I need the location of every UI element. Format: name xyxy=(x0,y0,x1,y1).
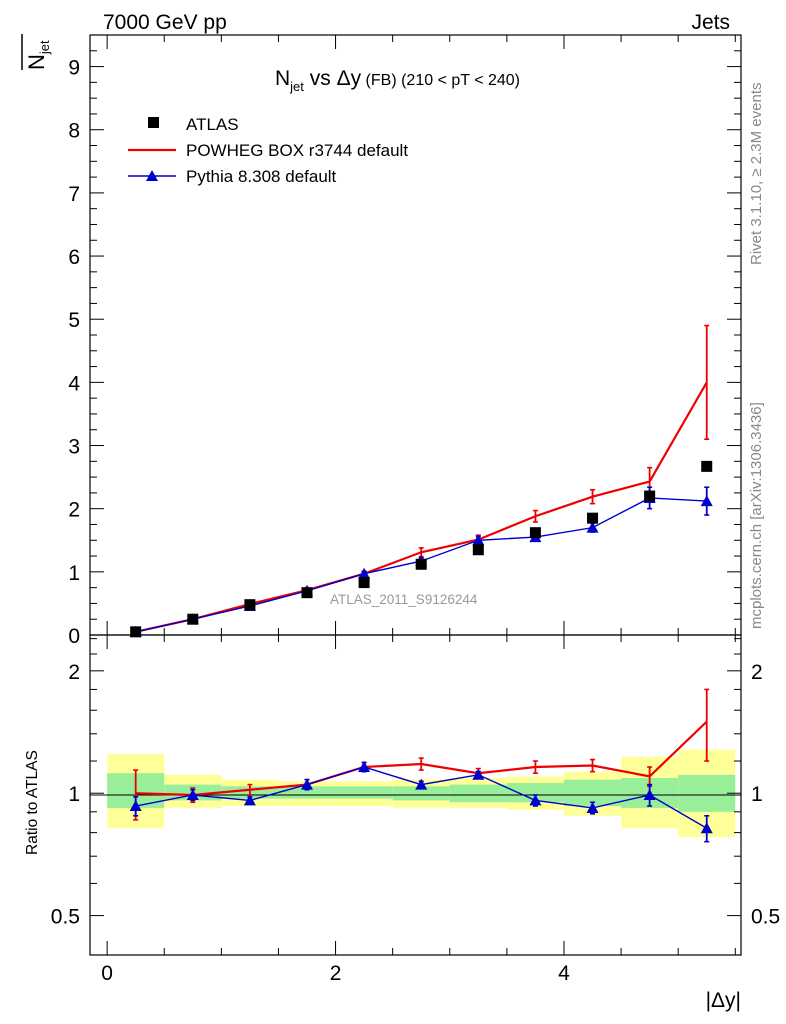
header-energy-label: 7000 GeV pp xyxy=(103,11,227,34)
x-axis-label: |Δy| xyxy=(706,989,741,1012)
atlas-point xyxy=(244,599,256,611)
pythia-point xyxy=(358,567,371,579)
ratio-y-tick-label-left: 1 xyxy=(68,783,80,806)
svg-text:Njet: Njet xyxy=(24,40,52,70)
atlas-point xyxy=(587,512,599,524)
atlas-point xyxy=(529,527,541,539)
ratio-stat-uncertainty-band xyxy=(449,784,507,803)
legend-pythia-label: Pythia 8.308 default xyxy=(186,167,337,186)
main-y-tick-label: 1 xyxy=(68,562,80,585)
main-y-tick-label: 3 xyxy=(68,436,80,459)
main-y-tick-label: 9 xyxy=(68,57,80,80)
header-jets-label: Jets xyxy=(691,11,730,34)
x-tick-label: 2 xyxy=(330,962,342,985)
pythia-point xyxy=(586,521,599,533)
ratio-pythia-point xyxy=(358,761,371,773)
ratio-y-tick-label-right: 2 xyxy=(751,661,763,684)
atlas-point xyxy=(187,613,199,625)
atlas-point xyxy=(644,490,656,502)
ratio-stat-uncertainty-band xyxy=(678,774,736,812)
ratio-y-tick-label-left: 0.5 xyxy=(51,906,80,929)
main-y-tick-label: 5 xyxy=(68,309,80,332)
main-panel: 0 1 2 3 4 5 6 7 8 9 Njet Njet vs Δy (FB) (210 < p… xyxy=(21,34,742,648)
legend-atlas-marker xyxy=(148,117,159,128)
ratio-stat-uncertainty-band xyxy=(392,786,450,801)
ratio-pythia-point xyxy=(700,822,713,834)
ylabel-sub: jet xyxy=(37,40,52,55)
main-y-tick-label: 2 xyxy=(68,499,80,522)
pythia-point xyxy=(700,495,713,507)
rivet-version-note: Rivet 3.1.10, ≥ 2.3M events xyxy=(748,83,765,266)
atlas-point xyxy=(301,587,313,599)
ratio-pythia-point xyxy=(243,794,256,806)
ratio-y-tick-label-left: 2 xyxy=(68,661,80,684)
ratio-pythia-point xyxy=(586,801,599,813)
main-y-tick-label: 6 xyxy=(68,246,80,269)
x-tick-label: 4 xyxy=(558,962,570,985)
ratio-y-tick-label-right: 0.5 xyxy=(751,906,780,929)
ratio-axis-ticks xyxy=(90,635,741,956)
main-series-layer xyxy=(129,324,713,638)
ratio-panel: 0.5 0.5 1 1 2 2 0 2 4 Ratio to ATLAS |Δy| xyxy=(24,634,780,1012)
atlas-point xyxy=(358,577,370,589)
legend: ATLAS POWHEG BOX r3744 default Pythia 8.… xyxy=(128,115,408,186)
ratio-pythia-point xyxy=(186,788,199,800)
legend-atlas-label: ATLAS xyxy=(186,115,239,134)
main-y-tick-label: 7 xyxy=(68,183,80,206)
legend-powheg-label: POWHEG BOX r3744 default xyxy=(186,141,408,160)
legend-pythia-marker xyxy=(146,170,158,181)
main-y-axis-label: Njet xyxy=(21,34,52,70)
ratio-series-layer xyxy=(129,688,713,843)
ratio-pythia-point xyxy=(301,778,313,790)
atlas-point xyxy=(472,544,484,556)
plot-title: Njet vs Δy (FB) (210 < pT < 240) xyxy=(275,67,520,94)
main-y-tick-labels: 0 1 2 3 4 5 6 7 8 9 xyxy=(68,57,80,648)
ratio-stat-uncertainty-band xyxy=(335,786,393,799)
atlas-point xyxy=(415,558,427,570)
analysis-watermark: ATLAS_2011_S9126244 xyxy=(330,592,478,607)
ratio-pythia-point xyxy=(415,778,428,790)
atlas-point xyxy=(130,626,142,638)
ratio-pythia-point xyxy=(472,768,485,780)
ylabel-n: N xyxy=(24,54,49,70)
ratio-stat-uncertainty-band xyxy=(278,786,336,799)
main-y-tick-label: 4 xyxy=(68,372,80,395)
main-axis-ticks xyxy=(90,34,741,636)
ratio-plot-frame xyxy=(89,634,742,956)
mcplots-reference-note: mcplots.cern.ch [arXiv:1306.3436] xyxy=(748,402,765,629)
pythia-point xyxy=(472,534,485,546)
atlas-point xyxy=(701,460,713,472)
ratio-pythia-point xyxy=(643,788,656,800)
main-y-tick-label: 8 xyxy=(68,120,80,143)
ratio-tick-labels: 0.5 0.5 1 1 2 2 0 2 4 xyxy=(51,661,780,985)
ratio-y-tick-label-right: 1 xyxy=(751,783,763,806)
main-y-tick-label: 0 xyxy=(68,625,80,648)
x-tick-label: 0 xyxy=(101,962,113,985)
ratio-y-axis-label: Ratio to ATLAS xyxy=(24,750,41,855)
ratio-stat-uncertainty-band xyxy=(506,782,564,803)
ratio-pythia-point xyxy=(529,794,542,806)
ratio-pythia-point xyxy=(129,800,142,812)
